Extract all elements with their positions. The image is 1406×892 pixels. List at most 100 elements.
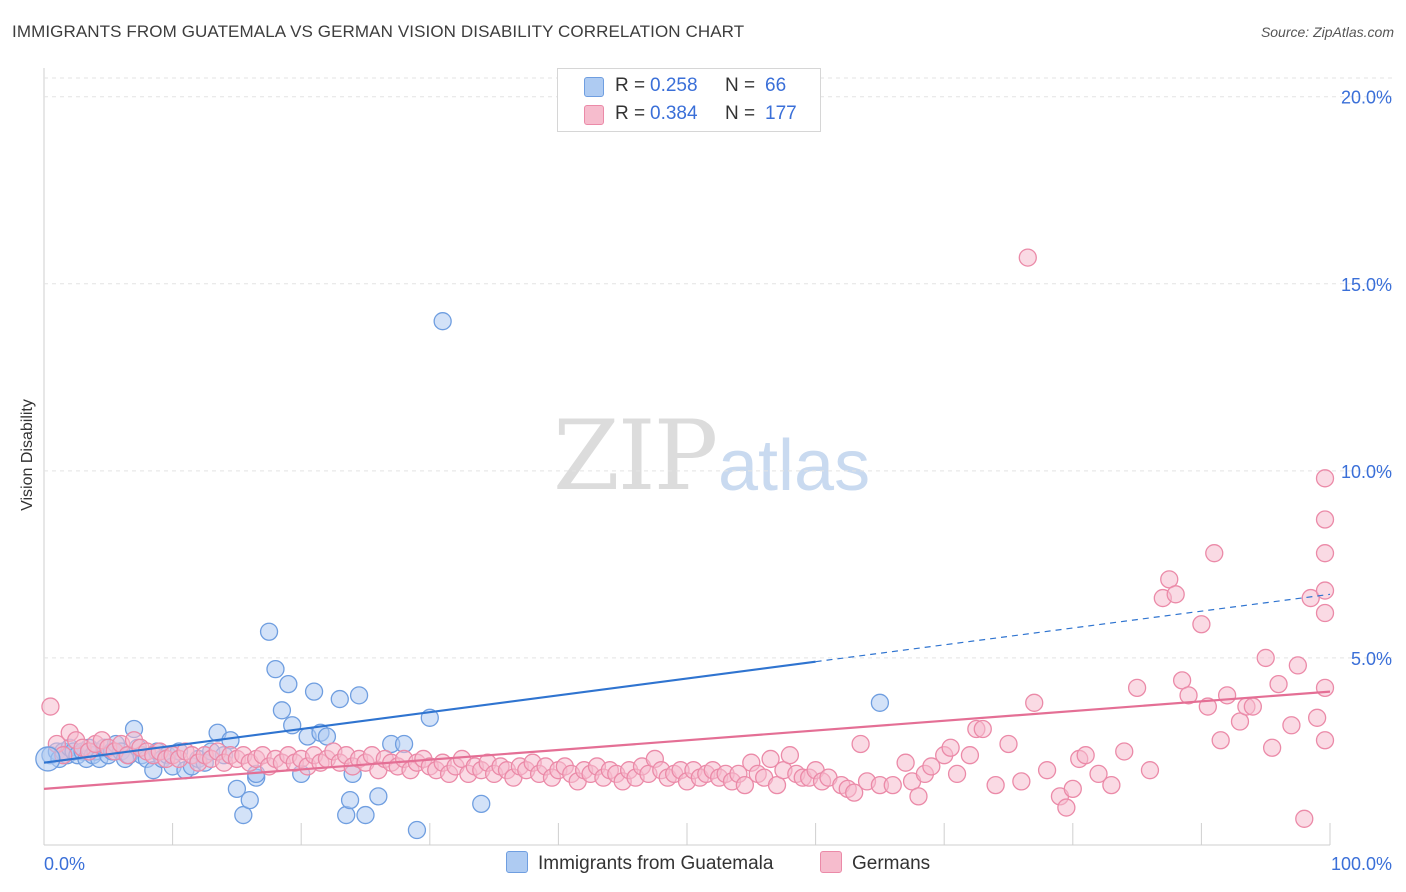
- y-tick-label: 10.0%: [1341, 462, 1392, 482]
- point-germans: [1012, 772, 1031, 791]
- legend-swatch-blue: [506, 850, 528, 873]
- y-tick-label: 5.0%: [1351, 649, 1392, 669]
- point-germans: [999, 734, 1018, 754]
- point-germans: [1179, 686, 1198, 705]
- point-germans: [1256, 648, 1275, 668]
- point-germans: [1288, 656, 1307, 675]
- point-germans: [1262, 738, 1282, 757]
- source-credit: Source: ZipAtlas.com: [1260, 24, 1394, 40]
- point-germans: [1301, 588, 1320, 608]
- point-germans: [909, 787, 928, 806]
- y-tick-label: 20.0%: [1341, 88, 1392, 108]
- point-germans: [1282, 716, 1301, 735]
- point-germans: [960, 746, 980, 765]
- x-tick-label: 100.0%: [1331, 854, 1392, 874]
- trend-line-guatemala-extrapolated: [815, 593, 1331, 663]
- x-tick-label: 0.0%: [44, 854, 85, 874]
- point-germans: [1063, 779, 1082, 799]
- point-germans: [1037, 761, 1057, 780]
- point-guatemala: [259, 622, 279, 641]
- point-germans: [896, 753, 915, 772]
- point-germans: [1089, 764, 1108, 784]
- point-germans: [1315, 581, 1335, 600]
- point-germans: [1211, 731, 1230, 750]
- legend-item-germans[interactable]: Germans: [820, 850, 931, 877]
- watermark-zip: ZIP: [553, 400, 718, 512]
- point-germans: [1127, 678, 1147, 698]
- trend-line-guatemala: [43, 660, 816, 764]
- stats-box: R = 0.258 N = 66 R = 0.384 N = 177: [557, 68, 821, 132]
- point-guatemala: [337, 805, 356, 825]
- point-guatemala: [279, 674, 298, 694]
- chart-title: IMMIGRANTS FROM GUATEMALA VS GERMAN VISI…: [12, 22, 745, 41]
- point-germans: [1315, 544, 1335, 563]
- point-guatemala: [433, 312, 452, 331]
- point-germans: [1025, 693, 1044, 712]
- point-germans: [1315, 603, 1335, 623]
- stats-r-value: 0.384: [650, 103, 698, 124]
- stats-n-value: 177: [765, 103, 797, 124]
- point-germans: [1057, 798, 1076, 817]
- point-guatemala: [330, 689, 349, 709]
- point-germans: [1166, 585, 1185, 604]
- point-germans: [1115, 742, 1134, 761]
- point-germans: [1140, 761, 1160, 780]
- point-germans: [1315, 469, 1335, 488]
- point-germans: [973, 719, 992, 739]
- point-guatemala: [35, 746, 61, 772]
- point-germans: [851, 734, 870, 754]
- point-guatemala: [349, 686, 369, 705]
- stats-n-label: N =: [725, 103, 756, 124]
- point-germans: [1307, 708, 1327, 727]
- legend-label-germans: Germans: [852, 853, 931, 874]
- watermark-atlas: atlas: [718, 426, 871, 506]
- point-guatemala: [472, 794, 491, 813]
- point-germans: [1192, 615, 1211, 634]
- point-guatemala: [340, 790, 360, 810]
- stats-n-label: N =: [725, 75, 756, 96]
- point-germans: [761, 749, 780, 769]
- stats-r-label: R =: [615, 75, 646, 96]
- point-guatemala: [266, 660, 285, 679]
- point-germans: [947, 764, 967, 784]
- point-guatemala: [369, 787, 388, 806]
- point-germans: [1205, 544, 1224, 563]
- stats-r-value: 0.258: [650, 75, 698, 96]
- point-guatemala: [272, 701, 292, 720]
- legend-item-guatemala[interactable]: Immigrants from Guatemala: [506, 850, 774, 877]
- point-germans: [1018, 248, 1037, 267]
- point-guatemala: [407, 820, 427, 840]
- point-germans: [1315, 678, 1335, 698]
- trend-line-germans: [43, 690, 1331, 790]
- stats-swatch-blue: [584, 77, 604, 97]
- point-germans: [780, 746, 800, 765]
- point-germans: [1269, 674, 1288, 694]
- legend-label-guatemala: Immigrants from Guatemala: [538, 853, 774, 874]
- point-germans: [1315, 731, 1335, 750]
- point-germans: [1102, 775, 1121, 795]
- point-germans: [922, 757, 941, 776]
- y-tick-label: 15.0%: [1341, 275, 1392, 295]
- point-germans: [883, 775, 902, 795]
- point-guatemala: [227, 779, 247, 799]
- stats-r-label: R =: [615, 103, 646, 124]
- point-germans: [1076, 746, 1095, 765]
- stats-swatch-pink: [584, 105, 604, 125]
- point-germans: [1217, 686, 1237, 705]
- point-germans: [986, 775, 1005, 795]
- point-germans: [1295, 809, 1314, 828]
- point-germans: [735, 775, 755, 795]
- point-guatemala: [870, 693, 890, 712]
- point-germans: [941, 738, 960, 757]
- point-germans: [1243, 697, 1262, 716]
- point-germans: [845, 783, 864, 802]
- point-germans: [41, 697, 60, 716]
- stats-n-value: 66: [765, 75, 787, 96]
- point-germans: [1198, 697, 1217, 716]
- point-guatemala: [240, 790, 259, 810]
- point-guatemala: [304, 682, 324, 701]
- point-guatemala: [356, 805, 375, 825]
- point-germans: [1315, 510, 1335, 529]
- legend-swatch-pink: [820, 850, 842, 873]
